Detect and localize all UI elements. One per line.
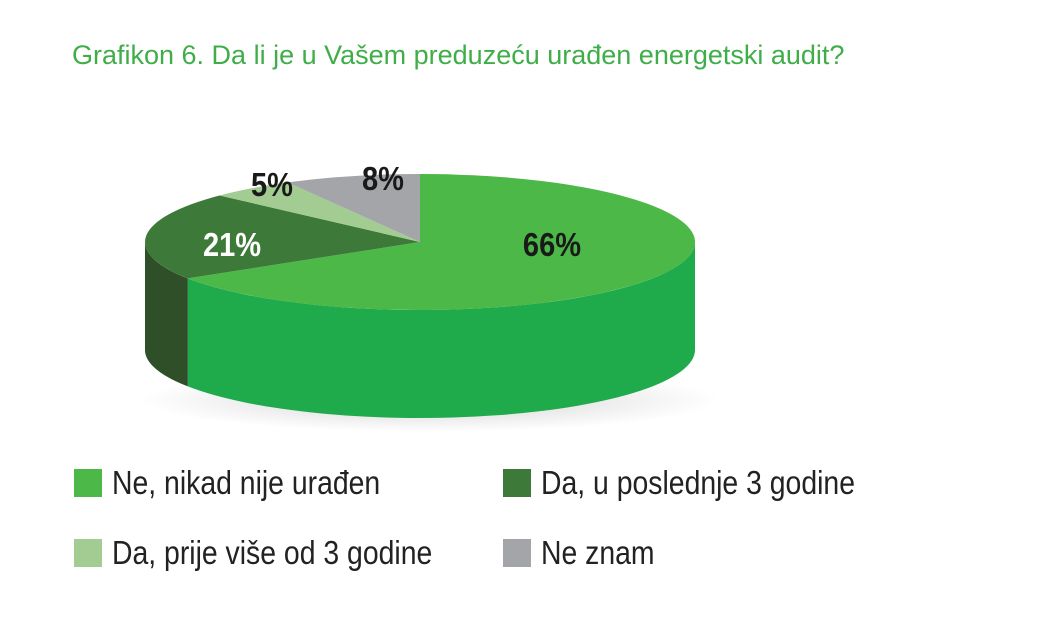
pie-data-label-1: 21%	[203, 226, 261, 263]
legend-item-3: Ne znam	[503, 534, 673, 572]
pie-slice-1	[144, 195, 420, 279]
legend-item-2: Da, prije više od 3 godine	[74, 534, 484, 572]
legend-swatch	[503, 469, 531, 497]
pie-data-label-0: 66%	[523, 226, 581, 263]
legend-swatch	[503, 539, 531, 567]
pie-slice-0	[187, 174, 695, 310]
legend-label: Da, prije više od 3 godine	[112, 534, 433, 571]
pie-slice-3	[287, 174, 420, 242]
pie-side-1	[145, 242, 188, 387]
pie-data-label-2: 5%	[251, 166, 293, 203]
chart-title: Grafikon 6. Da li je u Vašem preduzeću u…	[72, 40, 845, 70]
legend-swatch	[74, 539, 102, 567]
pie-side-0	[187, 242, 695, 419]
legend-label: Ne znam	[541, 534, 655, 571]
legend-item-0: Ne, nikad nije urađen	[74, 464, 424, 502]
legend-label: Da, u poslednje 3 godine	[541, 464, 856, 501]
pie-slice-2	[219, 182, 420, 242]
legend-label: Ne, nikad nije urađen	[112, 464, 381, 501]
pie-data-label-3: 8%	[362, 160, 404, 197]
legend-swatch	[74, 469, 102, 497]
legend-item-1: Da, u poslednje 3 godine	[503, 464, 906, 502]
